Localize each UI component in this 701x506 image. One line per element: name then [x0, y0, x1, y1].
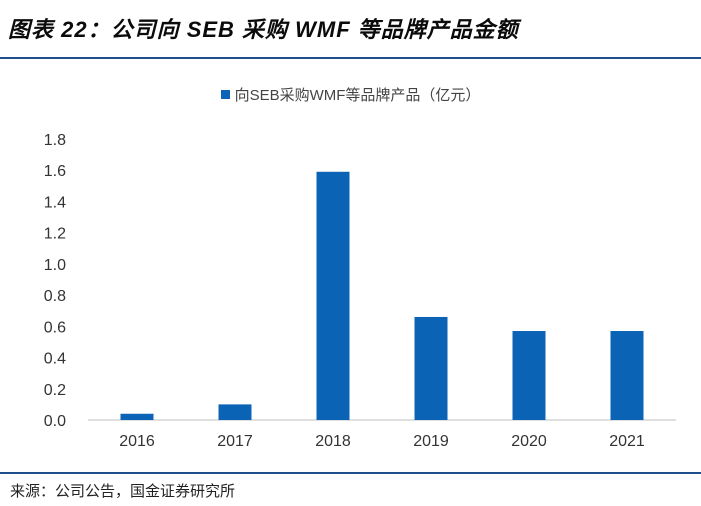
bar-2018 [316, 171, 350, 420]
bar-series [120, 171, 644, 420]
legend-label: 向SEB采购WMF等品牌产品（亿元） [234, 87, 481, 104]
x-tick-label: 2021 [609, 433, 645, 450]
y-axis: 0.0 0.2 0.4 0.6 0.8 1.0 1.2 1.4 1.6 1.8 [44, 132, 66, 430]
y-tick-label: 0.0 [44, 413, 66, 430]
bar-2016 [120, 413, 154, 420]
legend-swatch [220, 90, 230, 99]
y-tick-label: 1.4 [44, 194, 66, 211]
y-tick-label: 1.2 [44, 226, 66, 243]
title-divider [0, 57, 701, 59]
y-tick-label: 0.8 [44, 288, 66, 305]
source-note: 来源：公司公告，国金证券研究所 [10, 483, 236, 500]
x-tick-label: 2018 [315, 433, 351, 450]
figure-header: 图表 22：公司向 SEB 采购 WMF 等品牌产品金额 [0, 0, 701, 59]
bar-2019 [414, 316, 448, 420]
x-tick-label: 2017 [217, 433, 253, 450]
y-tick-label: 0.6 [44, 319, 66, 336]
x-tick-label: 2020 [511, 433, 547, 450]
chart-legend: 向SEB采购WMF等品牌产品（亿元） [0, 84, 701, 105]
x-tick-label: 2016 [119, 433, 155, 450]
y-tick-label: 1.6 [44, 163, 66, 180]
y-tick-label: 1.8 [44, 132, 66, 149]
bar-2017 [218, 404, 252, 420]
x-axis: 2016 2017 2018 2019 2020 2021 [88, 419, 676, 450]
y-tick-label: 0.2 [44, 382, 66, 399]
y-tick-label: 0.4 [44, 351, 66, 368]
footer-divider [0, 472, 701, 474]
x-tick-label: 2019 [413, 433, 449, 450]
bar-2020 [512, 331, 546, 420]
figure-title: 图表 22：公司向 SEB 采购 WMF 等品牌产品金额 [8, 17, 519, 42]
bar-2021 [610, 331, 644, 420]
y-tick-label: 1.0 [44, 257, 66, 274]
